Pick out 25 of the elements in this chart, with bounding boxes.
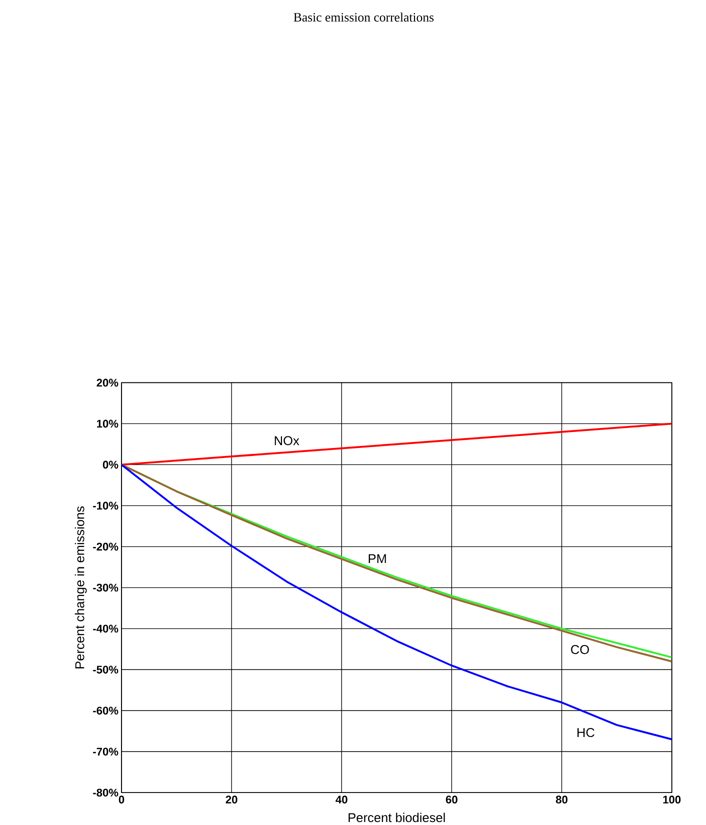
y-axis-title: Percent change in emissions [74, 506, 87, 668]
x-axis-title: Percent biodiesel [348, 812, 445, 822]
series-label: PM [368, 554, 386, 564]
x-tick-label: 60 [446, 796, 458, 804]
x-tick-label: 20 [226, 796, 238, 804]
series-label: CO [571, 645, 589, 654]
y-tick-label: -30% [93, 584, 118, 592]
y-tick-label: -70% [93, 748, 118, 756]
y-tick-label: -50% [93, 666, 118, 674]
y-tick-label: -60% [93, 706, 118, 715]
x-tick-label: 0 [118, 796, 124, 804]
line-series [122, 464, 672, 740]
y-tick-label: 20% [96, 378, 118, 387]
y-tick-label: -80% [93, 788, 118, 797]
series-label: NOx [274, 436, 300, 446]
y-tick-label: -20% [93, 542, 118, 551]
series-label: HC [577, 728, 594, 738]
x-tick-label: 100 [663, 796, 681, 804]
x-tick-label: 40 [336, 796, 348, 804]
chart-title: Basic emission correlations [294, 12, 434, 22]
y-tick-label: -10% [93, 502, 118, 510]
y-tick-label: 0% [102, 460, 118, 469]
y-tick-label: -40% [93, 624, 118, 633]
x-tick-label: 80 [556, 796, 568, 804]
y-tick-label: 10% [97, 420, 118, 428]
